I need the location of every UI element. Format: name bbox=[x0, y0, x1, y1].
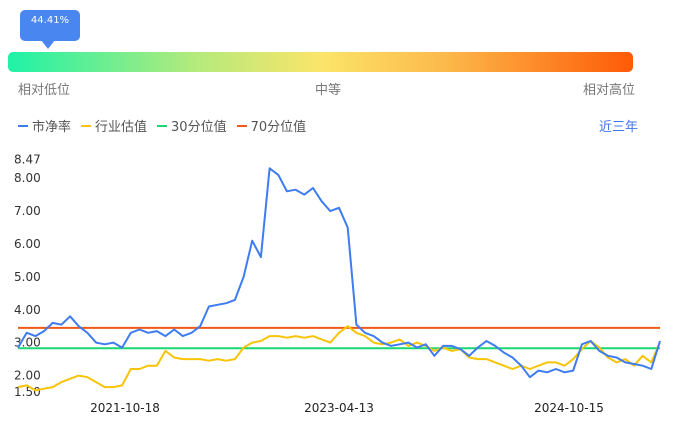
y-tick-label-5: 6.00 bbox=[14, 237, 41, 251]
legend-swatch-p70 bbox=[236, 124, 247, 127]
percentile-gradient-bar bbox=[8, 52, 633, 72]
y-tick-label-2: 3.00 bbox=[14, 336, 41, 350]
legend-label-p30: 30分位值 bbox=[171, 120, 227, 135]
legend-swatch-p30 bbox=[157, 124, 168, 127]
legend-label-industry: 行业估值 bbox=[95, 120, 148, 135]
x-tick-label-0: 2021-10-18 bbox=[90, 401, 160, 415]
high-label: 相对高位 bbox=[583, 83, 636, 98]
legend-item-p70[interactable]: 70分位值 bbox=[236, 116, 307, 135]
legend-item-pb[interactable]: 市净率 bbox=[18, 116, 71, 135]
low-label: 相对低位 bbox=[18, 83, 71, 98]
percentile-badge: 44.41% bbox=[20, 10, 80, 41]
range-selector-button[interactable]: 近三年 bbox=[599, 120, 639, 135]
mid-label: 中等 bbox=[315, 83, 342, 98]
legend-label-pb: 市净率 bbox=[32, 120, 72, 135]
y-tick-label-4: 5.00 bbox=[14, 270, 41, 284]
legend-swatch-industry bbox=[81, 124, 92, 127]
pb-series-line bbox=[17, 167, 661, 379]
legend-item-industry[interactable]: 行业估值 bbox=[81, 116, 147, 135]
y-tick-label-3: 4.00 bbox=[14, 303, 41, 317]
chart-legend: 市净率 行业估值 30分位值 70分位值 bbox=[18, 116, 306, 135]
x-tick-label-2: 2024-10-15 bbox=[534, 401, 604, 415]
legend-item-p30[interactable]: 30分位值 bbox=[157, 116, 227, 135]
y-tick-label-7: 8.00 bbox=[14, 171, 41, 185]
y-tick-label-6: 7.00 bbox=[14, 204, 41, 218]
y-tick-label-8: 8.47 bbox=[14, 153, 41, 167]
y-tick-label-1: 2.00 bbox=[14, 369, 41, 383]
percentile-badge-pointer bbox=[41, 40, 55, 49]
x-tick-label-1: 2023-04-13 bbox=[304, 401, 374, 415]
percentile-badge-text: 44.41% bbox=[30, 15, 70, 26]
legend-swatch-pb bbox=[18, 124, 28, 127]
industry-series-line bbox=[17, 325, 661, 392]
legend-label-p70: 70分位值 bbox=[250, 120, 307, 135]
